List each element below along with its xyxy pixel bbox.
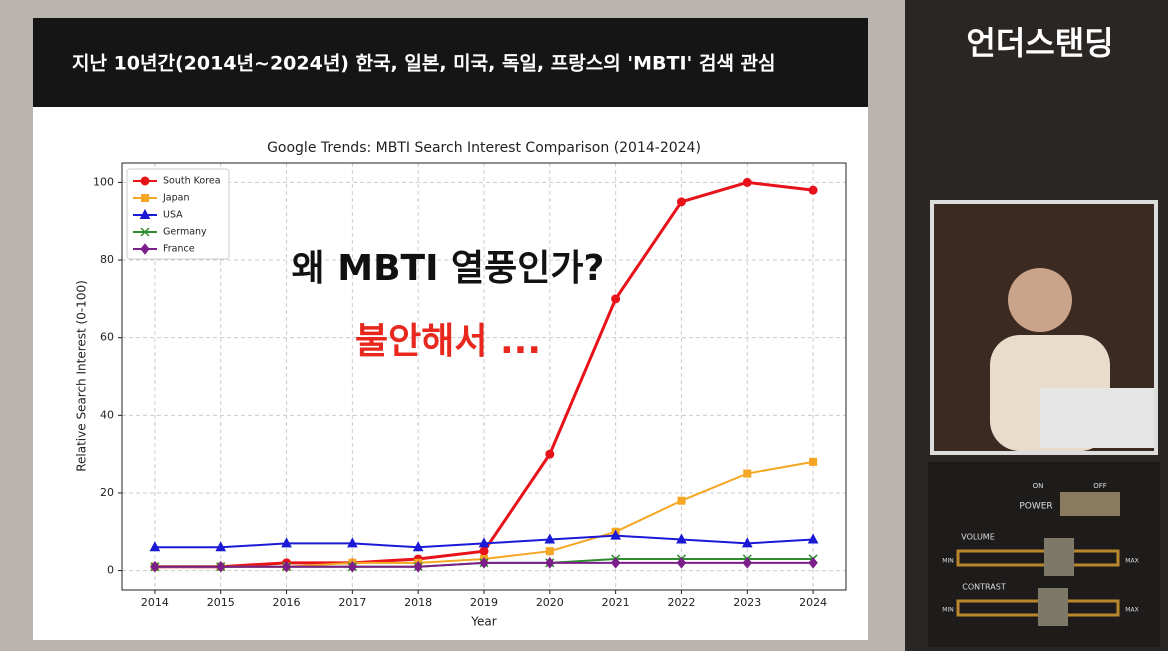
- marker: [808, 557, 818, 569]
- marker: [216, 560, 226, 573]
- legend-label: Japan: [162, 193, 190, 204]
- marker: [809, 457, 818, 466]
- volume-min: MIN: [942, 558, 953, 565]
- y-tick-label: 20: [100, 486, 114, 499]
- off-label: OFF: [1093, 482, 1107, 490]
- marker: [677, 496, 686, 505]
- y-tick-label: 40: [100, 408, 114, 421]
- x-tick-label: 2024: [799, 596, 827, 609]
- axes-frame: [121, 162, 847, 591]
- marker: [478, 537, 490, 548]
- volume-knob: [1044, 538, 1074, 576]
- x-tick-label: 2022: [667, 596, 695, 609]
- legend-marker: [141, 194, 149, 202]
- x-tick-label: 2014: [141, 596, 169, 609]
- legend-marker: [140, 227, 150, 237]
- x-tick-label: 2019: [470, 596, 498, 609]
- y-tick-label: 80: [100, 253, 114, 266]
- legend-label: Germany: [163, 227, 207, 238]
- marker: [808, 185, 818, 195]
- marker: [610, 557, 621, 569]
- channel-name: 언더스탠딩: [966, 24, 1113, 62]
- y-tick-label: 0: [107, 564, 114, 577]
- on-label: ON: [1033, 482, 1044, 490]
- legend-box: [126, 168, 230, 260]
- y-axis-label: Relative Search Interest (0-100): [75, 280, 89, 472]
- x-tick-label: 2020: [536, 596, 564, 609]
- marker: [610, 529, 621, 540]
- y-tick-label: 60: [100, 331, 114, 344]
- overlay-answer: 불안해서 ...: [355, 321, 541, 362]
- power-label: POWER: [1019, 502, 1052, 512]
- volume-max: MAX: [1125, 558, 1138, 565]
- chart-title: Google Trends: MBTI Search Interest Comp…: [267, 140, 701, 156]
- volume-slider: [956, 549, 1120, 567]
- banner-text: 지난 10년간(2014년~2024년) 한국, 일본, 미국, 독일, 프랑스…: [72, 53, 776, 75]
- x-tick-label: 2015: [207, 596, 235, 609]
- marker: [413, 560, 423, 573]
- marker: [807, 533, 819, 544]
- x-tick-label: 2021: [602, 596, 630, 609]
- marker: [743, 469, 752, 478]
- volume-label: VOLUME: [961, 533, 995, 542]
- marker: [676, 533, 687, 544]
- contrast-knob: [1038, 588, 1068, 626]
- marker: [545, 547, 554, 556]
- x-tick-label: 2016: [273, 596, 301, 609]
- marker: [281, 537, 292, 548]
- marker: [150, 560, 160, 573]
- marker: [479, 546, 489, 556]
- marker: [412, 541, 424, 552]
- overlay-question: 왜 MBTI 열풍인가?: [292, 248, 605, 289]
- marker: [347, 537, 358, 548]
- marker: [545, 449, 555, 459]
- x-tick-label: 2018: [404, 596, 432, 609]
- legend-label: South Korea: [163, 176, 221, 187]
- marker: [676, 557, 687, 569]
- legend-label: France: [163, 244, 195, 255]
- banner-bg: [33, 18, 868, 108]
- legend-marker: [139, 208, 151, 219]
- x-axis-label: Year: [470, 615, 496, 629]
- marker: [544, 533, 556, 544]
- marker: [742, 177, 752, 187]
- legend-marker: [140, 243, 150, 255]
- marker: [215, 541, 227, 552]
- marker: [611, 294, 621, 304]
- marker: [742, 557, 752, 569]
- y-tick-label: 100: [93, 175, 114, 188]
- marker: [281, 560, 292, 573]
- contrast-min: MIN: [942, 607, 953, 614]
- marker: [479, 557, 489, 569]
- marker: [149, 541, 161, 552]
- x-tick-label: 2017: [338, 596, 366, 609]
- marker: [545, 557, 555, 569]
- legend-marker: [140, 176, 150, 186]
- x-tick-label: 2023: [733, 596, 761, 609]
- marker: [741, 537, 753, 548]
- contrast-max: MAX: [1125, 607, 1138, 614]
- person-head: [1008, 268, 1072, 332]
- legend-label: USA: [163, 210, 183, 221]
- laptop: [1040, 388, 1154, 448]
- marker: [347, 560, 358, 573]
- power-switch: [1060, 492, 1120, 516]
- contrast-label: CONTRAST: [962, 583, 1006, 592]
- marker: [676, 197, 686, 207]
- legend: South Korea Japan USA Germany France: [126, 168, 230, 260]
